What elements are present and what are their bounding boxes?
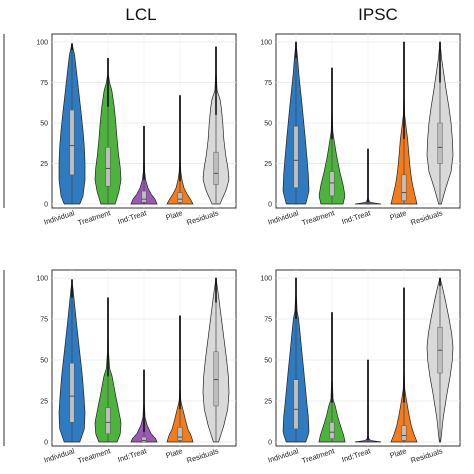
- x-category-label: Plate: [165, 446, 184, 460]
- y-tick-label: 50: [264, 358, 272, 365]
- iqr-box: [293, 125, 299, 189]
- x-category-label: Individual: [43, 446, 76, 464]
- y-tick-label: 100: [260, 276, 272, 283]
- iqr-box: [141, 190, 147, 203]
- x-category-label: Residuals: [186, 446, 220, 465]
- x-category-label: Ind:Treat: [117, 446, 149, 464]
- iqr-box: [177, 192, 183, 203]
- iqr-box: [437, 122, 443, 164]
- violin-treatment: [94, 297, 122, 443]
- x-category-label: Ind:Treat: [117, 208, 149, 226]
- violin-individual: [282, 41, 310, 205]
- iqr-box: [69, 109, 75, 176]
- iqr-box: [213, 151, 219, 185]
- violin-individual: [282, 277, 310, 443]
- violin-plate: [166, 315, 194, 443]
- iqr-box: [105, 407, 111, 435]
- y-tick-label: 100: [260, 40, 272, 47]
- y-tick-label: 25: [40, 399, 48, 406]
- y-tick-label: 75: [264, 317, 272, 324]
- y-tick-label: 0: [268, 202, 272, 209]
- panel-top-left: 0 25 50 75 100 Individual Treatment Ind:Treat Pl…: [36, 33, 237, 227]
- violin-residuals: [202, 46, 230, 205]
- iqr-box: [105, 147, 111, 187]
- y-tick-label: 25: [264, 399, 272, 406]
- x-category-label: Ind:Treat: [341, 208, 373, 226]
- iqr-box: [213, 351, 219, 407]
- iqr-box: [401, 174, 407, 202]
- x-category-label: Residuals: [410, 446, 444, 465]
- x-category-label: Plate: [389, 446, 408, 460]
- x-category-label: Treatment: [77, 446, 113, 465]
- x-category-label: Individual: [267, 208, 300, 226]
- y-tick-label: 50: [40, 358, 48, 365]
- violin-plate: [390, 287, 418, 443]
- y-tick-label: 25: [40, 161, 48, 168]
- panel-bottom-right: 0 25 50 75 100 Individual Treatment Ind:Treat Pl…: [260, 269, 461, 465]
- x-category-label: Treatment: [301, 208, 337, 227]
- violin-plate: [390, 41, 418, 205]
- x-category-label: Residuals: [186, 208, 220, 227]
- x-category-label: Treatment: [77, 208, 113, 227]
- col-title-ipsc: IPSC: [358, 5, 398, 24]
- panel-top-right: 0 25 50 75 100 Individual Treatment Ind:Treat Pl…: [260, 33, 461, 227]
- x-category-label: Plate: [165, 208, 184, 222]
- y-tick-label: 50: [40, 121, 48, 128]
- violin-residuals: [426, 41, 454, 205]
- x-category-label: Plate: [389, 208, 408, 222]
- violin-treatment: [318, 312, 346, 443]
- y-tick-label: 0: [268, 440, 272, 447]
- iqr-box: [401, 425, 407, 441]
- iqr-box: [329, 422, 335, 439]
- violin-ind-treat: [130, 125, 158, 205]
- violin-ind-treat: [354, 359, 382, 443]
- y-tick-label: 25: [264, 161, 272, 168]
- violin-ind-treat: [130, 369, 158, 443]
- x-category-label: Residuals: [410, 208, 444, 227]
- x-category-label: Ind:Treat: [341, 446, 373, 464]
- x-category-label: Treatment: [301, 446, 337, 465]
- x-category-label: Individual: [267, 446, 300, 464]
- iqr-box: [329, 171, 335, 197]
- col-title-lcl: LCL: [125, 5, 156, 24]
- violin-treatment: [318, 67, 346, 205]
- y-tick-label: 100: [36, 276, 48, 283]
- y-tick-label: 75: [264, 80, 272, 87]
- violin-residuals: [202, 277, 230, 443]
- y-tick-label: 50: [264, 121, 272, 128]
- violin-individual: [58, 43, 86, 205]
- y-tick-label: 100: [36, 40, 48, 47]
- y-tick-label: 0: [44, 202, 48, 209]
- panel-bottom-left: 0 25 50 75 100 Individual Treatment Ind:Treat Pl…: [36, 269, 237, 465]
- violin-plate: [166, 95, 194, 205]
- y-tick-label: 0: [44, 440, 48, 447]
- iqr-box: [141, 436, 147, 443]
- violin-treatment: [94, 57, 122, 205]
- y-tick-label: 75: [40, 80, 48, 87]
- violin-ind-treat: [354, 148, 382, 205]
- x-category-label: Individual: [43, 208, 76, 226]
- violin-residuals: [426, 277, 454, 443]
- iqr-box: [69, 363, 75, 423]
- y-tick-label: 75: [40, 317, 48, 324]
- iqr-box: [293, 379, 299, 430]
- violin-individual: [58, 279, 86, 443]
- iqr-box: [177, 426, 183, 441]
